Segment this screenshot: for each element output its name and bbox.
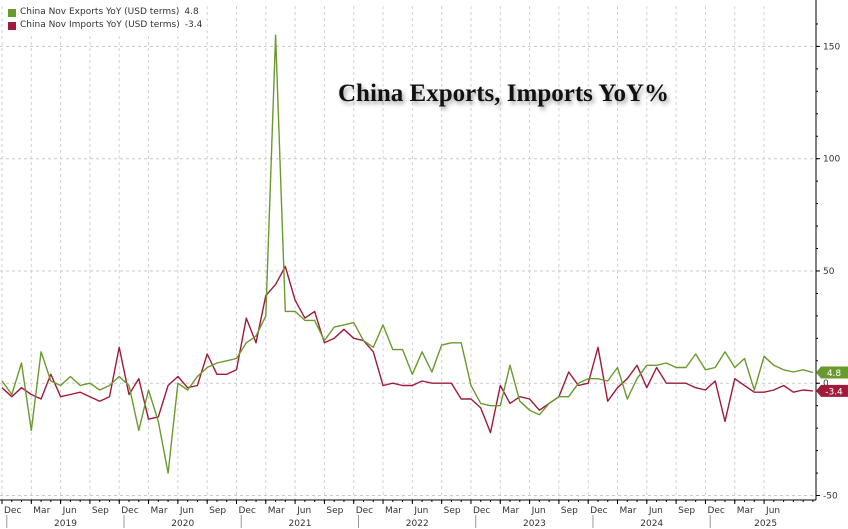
x-tick-label: Jun xyxy=(765,506,780,516)
x-year-label: 2020 xyxy=(171,519,194,529)
series-line-exports xyxy=(1,34,814,474)
x-tick-label: Sep xyxy=(561,506,578,516)
y-axis-ticks: -50 0 50 100 150 xyxy=(816,23,840,502)
x-tick-label: Mar xyxy=(385,506,402,516)
last-value-tag-bg xyxy=(816,384,848,397)
legend: China Nov Exports YoY (USD terms) 4.8 Ch… xyxy=(4,4,207,34)
x-tick-label: Sep xyxy=(326,506,343,516)
legend-exports-value: 4.8 xyxy=(184,7,199,17)
y-tick-label: 0 xyxy=(823,379,829,389)
x-year-label: 2025 xyxy=(754,519,777,529)
x-tick-label: Sep xyxy=(444,506,461,516)
x-tick-label: Jun xyxy=(179,506,194,516)
x-tick-label: Sep xyxy=(678,506,695,516)
x-axis-ticks: Dec Mar Jun Sep Dec Mar Jun Sep Dec Mar Jun Sep Dec M… xyxy=(1,500,814,529)
x-tick-label: Jun xyxy=(296,506,311,516)
x-tick-label: Jun xyxy=(531,506,546,516)
x-tick-label: Mar xyxy=(620,506,637,516)
x-tick-label: Sep xyxy=(209,506,226,516)
x-tick-label: Mar xyxy=(502,506,519,516)
imports-swatch-icon xyxy=(8,21,16,30)
x-tick-label: Dec xyxy=(121,506,138,516)
x-tick-label: Jun xyxy=(648,506,663,516)
legend-imports-label: China Nov Imports YoY (USD terms) xyxy=(20,20,180,30)
last-value-tag-text: -3.4 xyxy=(825,387,843,397)
exports-swatch-icon xyxy=(8,8,16,17)
y-tick-label: -50 xyxy=(823,492,838,502)
legend-item-imports: China Nov Imports YoY (USD terms) -3.4 xyxy=(8,19,202,32)
x-tick-label: Dec xyxy=(4,506,21,516)
legend-exports-label: China Nov Exports YoY (USD terms) xyxy=(20,7,180,17)
x-tick-label: Mar xyxy=(33,506,50,516)
last-value-tag-exports: 4.8 xyxy=(816,366,848,379)
x-tick-label: Dec xyxy=(473,506,490,516)
last-value-tag-text: 4.8 xyxy=(827,369,842,379)
x-year-label: 2022 xyxy=(406,519,429,529)
x-tick-label: Mar xyxy=(151,506,168,516)
x-tick-label: Jun xyxy=(413,506,428,516)
last-value-tag-bg xyxy=(816,366,848,379)
x-tick-label: Dec xyxy=(238,506,255,516)
last-value-tag-imports: -3.4 xyxy=(816,384,848,397)
y-tick-label: 150 xyxy=(823,42,840,52)
y-tick-label: 100 xyxy=(823,155,840,165)
series-lines xyxy=(1,34,814,474)
legend-imports-value: -3.4 xyxy=(184,20,203,30)
x-tick-label: Dec xyxy=(590,506,607,516)
x-tick-label: Sep xyxy=(92,506,109,516)
x-year-label: 2023 xyxy=(523,519,546,529)
chart-title: China Exports, Imports YoY% xyxy=(338,80,670,107)
x-year-label: 2019 xyxy=(54,519,77,529)
x-year-label: 2024 xyxy=(640,519,663,529)
x-tick-label: Jun xyxy=(62,506,77,516)
last-value-labels: 4.8 -3.4 xyxy=(816,366,848,397)
x-tick-label: Dec xyxy=(707,506,724,516)
series-line-imports xyxy=(1,265,813,434)
grid-lines xyxy=(0,6,816,500)
x-tick-label: Mar xyxy=(268,506,285,516)
x-tick-label: Dec xyxy=(356,506,373,516)
legend-item-exports: China Nov Exports YoY (USD terms) 4.8 xyxy=(8,6,202,19)
x-tick-label: Mar xyxy=(737,506,754,516)
x-year-label: 2021 xyxy=(289,519,312,529)
y-tick-label: 50 xyxy=(823,267,835,277)
